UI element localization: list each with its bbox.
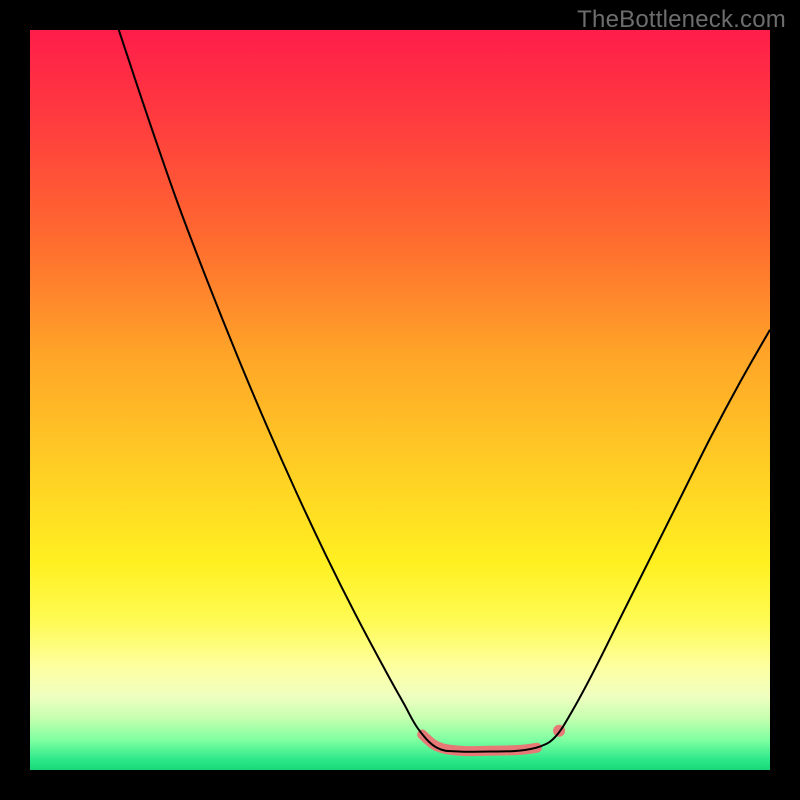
chart-container: TheBottleneck.com [0,0,800,800]
bottleneck-chart [0,0,800,800]
chart-plot-background [30,30,770,770]
watermark-text: TheBottleneck.com [577,6,786,34]
